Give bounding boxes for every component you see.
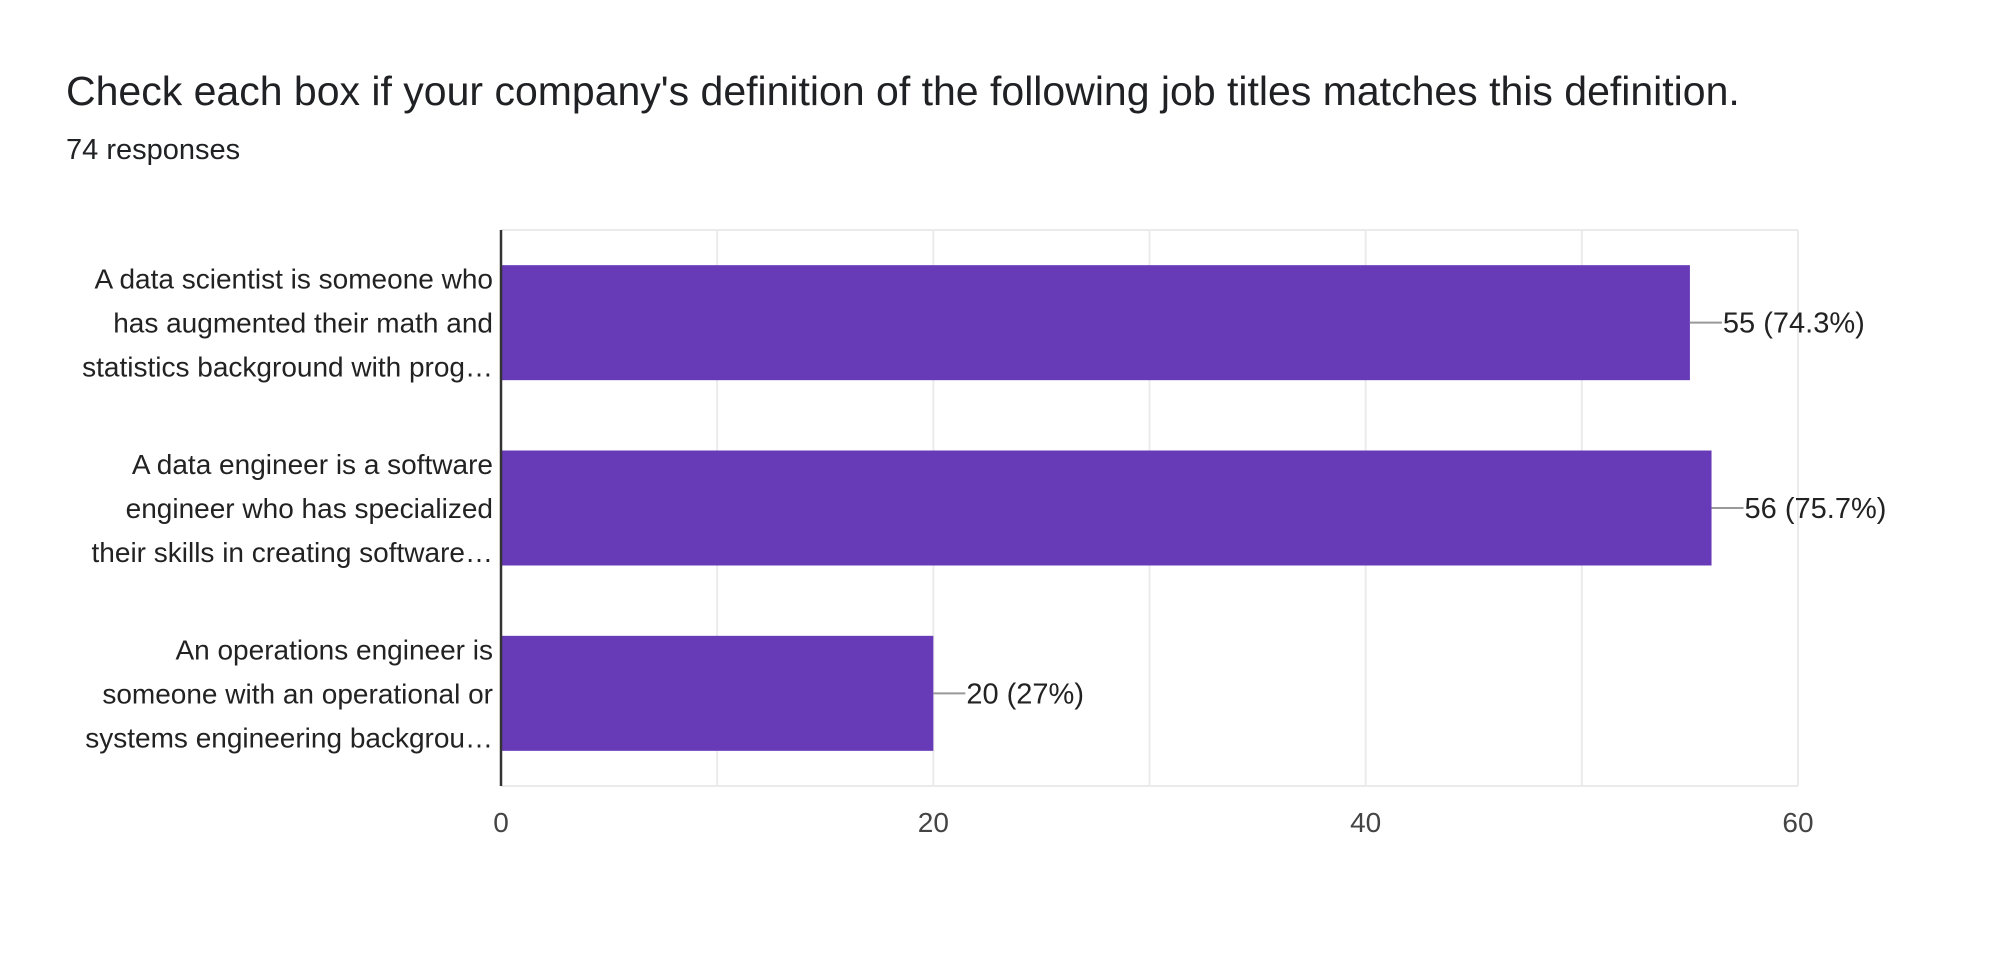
data-label: 56 (75.7%) (1745, 493, 1887, 525)
x-tick-label: 0 (493, 807, 509, 838)
x-tick-label: 60 (1782, 807, 1813, 838)
bar (501, 635, 934, 751)
bar (501, 450, 1712, 566)
category-label: someone with an operational or (102, 678, 493, 709)
bar (501, 265, 1690, 381)
category-label: An operations engineer is (175, 634, 493, 665)
category-label: A data scientist is someone who (95, 264, 493, 295)
axes: 0 20 40 60 (493, 230, 1814, 838)
x-tick-label: 20 (918, 807, 949, 838)
data-label: 55 (74.3%) (1723, 308, 1865, 340)
bars (501, 265, 1712, 751)
labels: 55 (74.3%) A data scientist is someone wh… (82, 264, 1886, 754)
category-label: A data engineer is a software (132, 449, 493, 480)
category-label: statistics background with prog… (82, 352, 493, 383)
chart-title: Check each box if your company's definit… (66, 68, 1740, 114)
response-count: 74 responses (66, 134, 241, 166)
category-label: their skills in creating software… (92, 537, 493, 568)
category-label: has augmented their math and (113, 308, 493, 339)
x-tick-label: 40 (1350, 807, 1381, 838)
data-label: 20 (27%) (966, 678, 1084, 710)
category-label: systems engineering backgrou… (85, 722, 493, 753)
category-label: engineer who has specialized (126, 493, 493, 524)
